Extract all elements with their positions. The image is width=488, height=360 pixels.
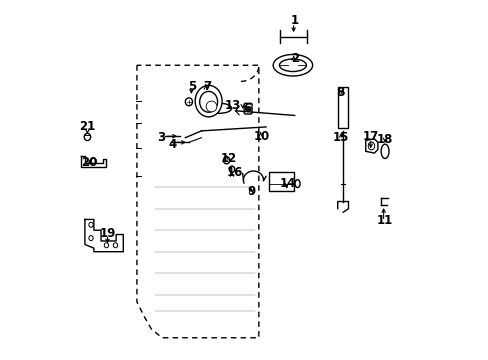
Ellipse shape	[84, 134, 90, 140]
Text: 6: 6	[243, 102, 251, 115]
Text: 13: 13	[224, 99, 241, 112]
Text: 4: 4	[168, 138, 177, 151]
Text: 5: 5	[188, 80, 196, 93]
Ellipse shape	[91, 158, 96, 164]
Text: 9: 9	[247, 185, 255, 198]
Ellipse shape	[89, 235, 93, 240]
Text: 8: 8	[336, 86, 344, 99]
Ellipse shape	[380, 144, 388, 158]
Text: 10: 10	[253, 130, 269, 143]
Ellipse shape	[229, 166, 234, 172]
Ellipse shape	[273, 54, 312, 76]
Ellipse shape	[367, 142, 374, 150]
Bar	[268, 172, 293, 192]
Ellipse shape	[185, 98, 192, 106]
Text: 18: 18	[376, 133, 392, 146]
Text: 15: 15	[332, 131, 349, 144]
Ellipse shape	[294, 180, 300, 188]
FancyBboxPatch shape	[244, 103, 251, 114]
Ellipse shape	[113, 243, 117, 248]
Ellipse shape	[223, 157, 229, 164]
Ellipse shape	[206, 101, 217, 112]
Text: 12: 12	[220, 152, 236, 165]
Text: 14: 14	[279, 177, 295, 190]
Ellipse shape	[104, 243, 108, 248]
Text: 19: 19	[99, 226, 116, 239]
Text: 2: 2	[290, 51, 298, 64]
Ellipse shape	[89, 222, 93, 227]
Text: 1: 1	[290, 14, 298, 27]
Text: 11: 11	[375, 214, 392, 227]
Text: 7: 7	[203, 80, 210, 93]
Text: 17: 17	[362, 130, 378, 144]
Text: 3: 3	[157, 131, 165, 144]
Ellipse shape	[279, 59, 306, 72]
Text: 16: 16	[226, 166, 242, 179]
Bar	[337, 87, 347, 128]
Text: 21: 21	[79, 121, 95, 134]
Ellipse shape	[195, 85, 222, 117]
Ellipse shape	[207, 103, 231, 113]
Ellipse shape	[199, 91, 217, 112]
Text: 20: 20	[81, 156, 98, 169]
Ellipse shape	[246, 108, 249, 111]
